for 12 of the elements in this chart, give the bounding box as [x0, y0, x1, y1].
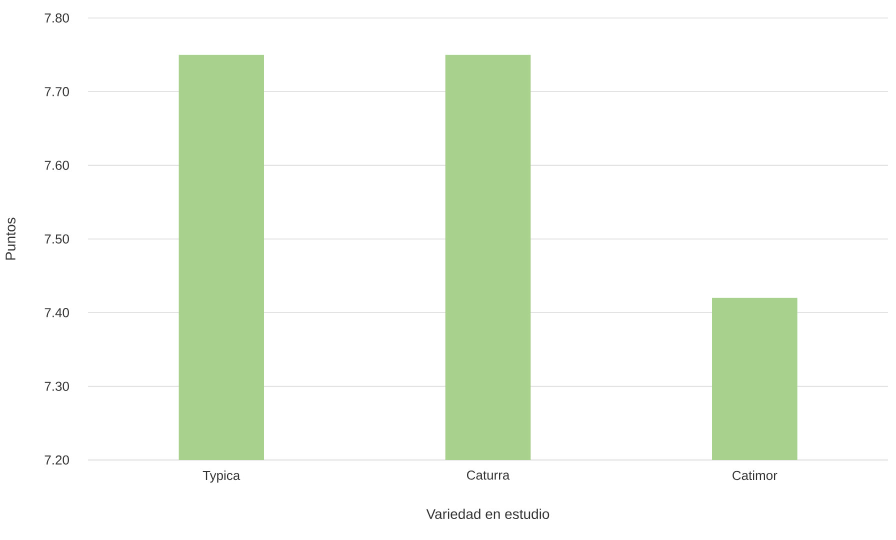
y-tick-label: 7.70	[44, 87, 69, 96]
y-axis-title: Puntos	[6, 218, 16, 260]
x-tick-label: Caturra	[466, 470, 510, 480]
x-tick-label: Catimor	[732, 470, 778, 480]
y-tick-label: 7.60	[44, 160, 69, 170]
x-tick-label: Typica	[202, 470, 240, 483]
y-tick-label: 7.30	[44, 382, 69, 391]
y-tick-label: 7.20	[44, 455, 69, 465]
y-tick-label: 7.40	[44, 308, 69, 318]
y-tick-label: 7.50	[44, 234, 69, 244]
x-axis-title: Variedad en estudio	[426, 508, 550, 520]
y-tick-label: 7.80	[44, 13, 69, 23]
